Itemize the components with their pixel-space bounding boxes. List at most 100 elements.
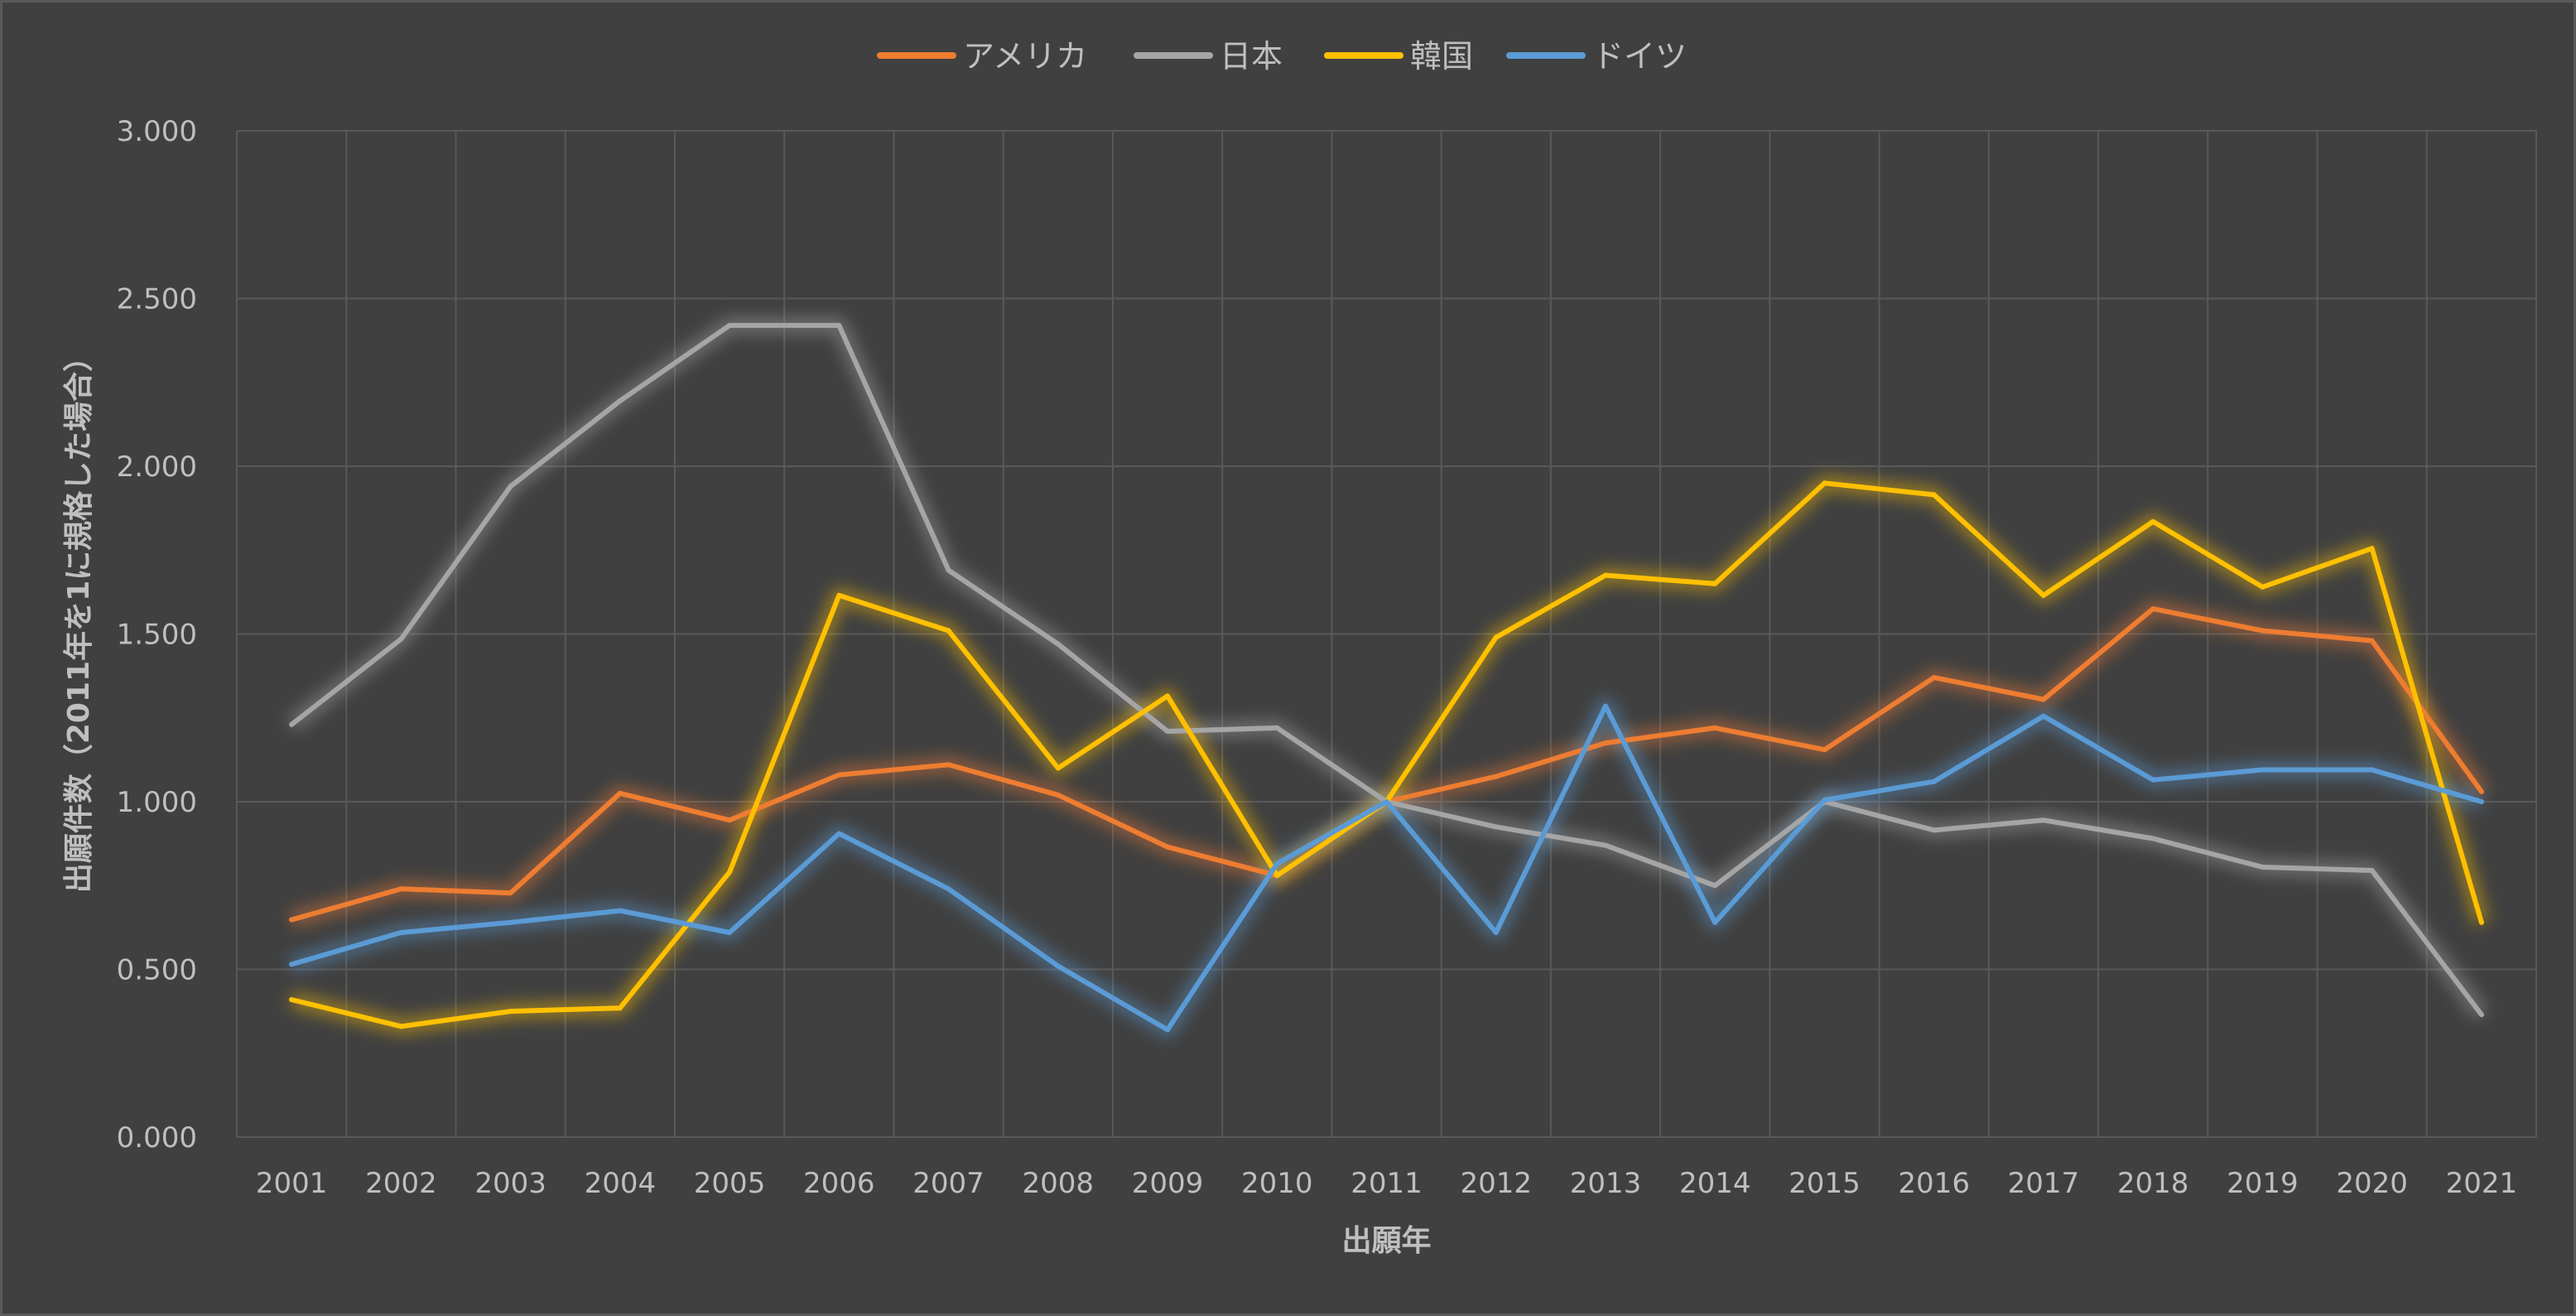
data-point [1493,634,1499,640]
data-point [1712,581,1718,586]
data-point [2150,606,2156,612]
data-point [508,1009,513,1015]
x-tick-label: 2020 [2336,1167,2408,1200]
data-point [1712,919,1718,925]
y-tick-label: 1.500 [117,619,197,652]
data-point [727,870,733,875]
data-point [1274,860,1280,866]
x-tick-label: 2002 [365,1167,437,1200]
data-point [946,886,951,892]
data-point [2040,592,2046,598]
data-point [2260,864,2265,870]
x-tick-label: 2007 [912,1167,985,1200]
x-tick-label: 2010 [1241,1167,1313,1200]
y-tick-label: 2.500 [117,283,197,316]
y-tick-label: 0.500 [117,954,197,987]
data-point [617,1005,623,1011]
data-point [1165,844,1171,850]
data-point [289,721,295,727]
data-point [2150,836,2156,841]
data-point [1822,480,1827,486]
x-tick-label: 2016 [1898,1167,1970,1200]
data-point [1822,797,1827,803]
data-point [1055,792,1061,798]
data-point [1055,963,1061,969]
data-point [2150,777,2156,783]
legend-label: ドイツ [1592,38,1687,75]
x-tick-label: 2012 [1460,1167,1532,1200]
data-point [1712,883,1718,889]
x-tick-label: 2021 [2446,1167,2518,1200]
data-point [2260,628,2265,634]
x-axis-title: 出願年 [1341,1224,1431,1258]
data-point [836,592,842,598]
series-glow [289,697,2484,1039]
data-point [508,484,513,489]
data-point [1384,799,1389,804]
x-tick-label: 2018 [2117,1167,2189,1200]
data-point [398,1024,404,1029]
data-point [508,919,513,925]
x-tick-label: 2005 [694,1167,766,1200]
legend-label: アメリカ [963,38,1087,75]
data-point [946,762,951,768]
data-point [508,890,513,896]
data-point [1274,873,1280,879]
data-point [1165,728,1171,734]
data-point [1602,740,1608,746]
data-point [1931,827,1937,833]
data-point [1931,779,1937,784]
x-tick-label: 2014 [1679,1167,1751,1200]
x-tick-label: 2011 [1351,1167,1423,1200]
x-tick-label: 2013 [1570,1167,1642,1200]
data-point [946,567,951,573]
data-point [2260,767,2265,773]
data-point [836,772,842,778]
data-point [2369,868,2375,874]
series-glow [289,475,2490,1035]
data-point [1931,492,1937,498]
data-point [398,929,404,935]
data-point [1055,641,1061,647]
data-point [2369,638,2375,644]
data-point [2478,799,2484,804]
data-point [836,322,842,328]
data-point [1493,824,1499,830]
legend: アメリカ 日本 韓国 ドイツ [877,38,1687,75]
data-point [2369,546,2375,552]
x-tick-label: 2015 [1789,1167,1861,1200]
data-point [727,322,733,328]
data-point [2478,788,2484,794]
data-point [2369,767,2375,773]
x-tick-label: 2003 [474,1167,546,1200]
data-point [1931,675,1937,681]
data-point [836,831,842,836]
y-tick-label: 0.000 [117,1121,197,1155]
data-point [289,917,295,923]
data-point [2260,584,2265,590]
x-tick-label: 2008 [1023,1167,1095,1200]
data-point [727,929,733,935]
data-point [2478,919,2484,925]
data-point [1602,703,1608,709]
data-point [289,996,295,1002]
data-point [2478,1012,2484,1018]
data-point [1274,725,1280,730]
data-point [2040,817,2046,823]
series-line [289,480,2484,1029]
data-point [398,886,404,892]
x-tick-label: 2019 [2227,1167,2299,1200]
y-axis-title: 出願件数（2011年を1に規格した場合） [62,342,96,893]
y-tick-label: 3.000 [117,115,197,148]
x-tick-label: 2001 [256,1167,328,1200]
legend-label: 韓国 [1410,38,1473,75]
x-tick-label: 2004 [585,1167,657,1200]
data-point [1165,1027,1171,1033]
data-point [289,962,295,967]
data-point [1602,572,1608,578]
x-tick-label: 2009 [1132,1167,1204,1200]
data-point [2040,713,2046,719]
data-point [727,817,733,823]
data-point [1602,842,1608,848]
